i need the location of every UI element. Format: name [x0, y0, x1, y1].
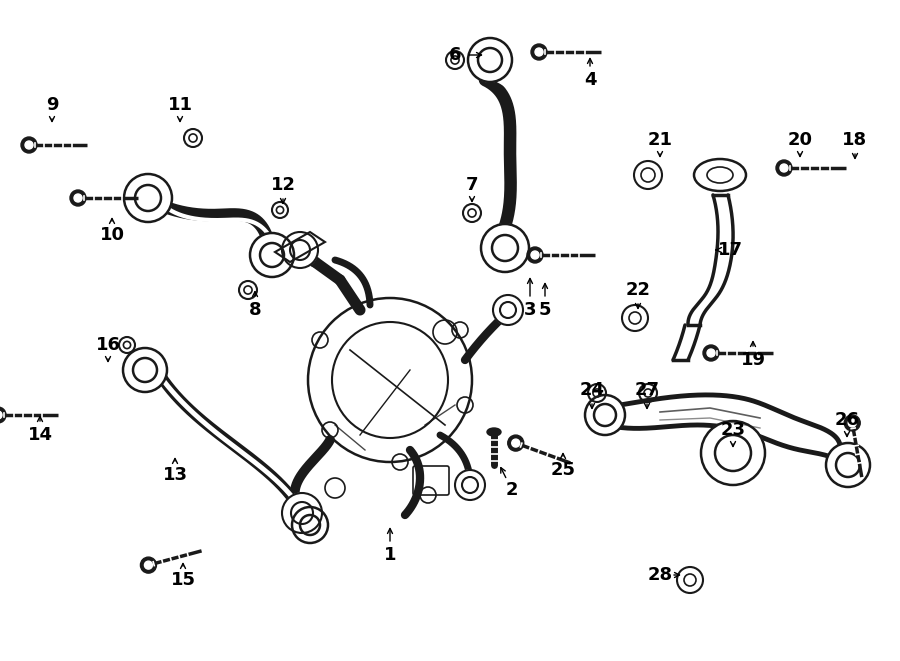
Circle shape: [527, 247, 543, 263]
Circle shape: [776, 160, 792, 176]
Circle shape: [74, 194, 82, 202]
Circle shape: [512, 439, 519, 447]
Text: 4: 4: [584, 71, 596, 89]
Circle shape: [282, 493, 322, 533]
Circle shape: [250, 233, 294, 277]
Text: 2: 2: [506, 481, 518, 499]
Text: 22: 22: [626, 281, 651, 299]
Circle shape: [531, 251, 539, 259]
Circle shape: [493, 295, 523, 325]
Text: 11: 11: [167, 96, 193, 114]
Text: 21: 21: [647, 131, 672, 149]
Circle shape: [780, 164, 788, 172]
Text: 19: 19: [741, 351, 766, 369]
Circle shape: [585, 395, 625, 435]
Circle shape: [455, 470, 485, 500]
Circle shape: [531, 44, 547, 60]
Circle shape: [508, 435, 524, 451]
Circle shape: [535, 48, 543, 56]
Text: 3: 3: [524, 301, 536, 319]
Text: 24: 24: [580, 381, 605, 399]
Text: 16: 16: [95, 336, 121, 354]
Circle shape: [826, 443, 870, 487]
Text: 17: 17: [717, 241, 742, 259]
Circle shape: [701, 421, 765, 485]
Circle shape: [124, 174, 172, 222]
Text: 25: 25: [551, 461, 575, 479]
Circle shape: [21, 137, 37, 153]
Circle shape: [278, 268, 502, 492]
Text: 10: 10: [100, 226, 124, 244]
Circle shape: [282, 232, 318, 268]
Ellipse shape: [487, 428, 501, 436]
Circle shape: [848, 419, 856, 427]
Text: 12: 12: [271, 176, 295, 194]
Text: 27: 27: [634, 381, 660, 399]
Text: 18: 18: [842, 131, 868, 149]
Text: 26: 26: [834, 411, 860, 429]
Text: 6: 6: [449, 46, 461, 64]
Text: 14: 14: [28, 426, 52, 444]
Circle shape: [70, 190, 86, 206]
Circle shape: [0, 411, 2, 419]
Circle shape: [844, 415, 860, 431]
Circle shape: [468, 38, 512, 82]
Circle shape: [144, 561, 152, 569]
Text: 9: 9: [46, 96, 58, 114]
Circle shape: [703, 345, 719, 361]
Circle shape: [123, 348, 167, 392]
Text: 13: 13: [163, 466, 187, 484]
Text: 1: 1: [383, 546, 396, 564]
Text: 8: 8: [248, 301, 261, 319]
Text: 23: 23: [721, 421, 745, 439]
Text: 5: 5: [539, 301, 551, 319]
Text: 15: 15: [170, 571, 195, 589]
Text: 28: 28: [647, 566, 672, 584]
Circle shape: [0, 407, 6, 423]
Circle shape: [292, 507, 328, 543]
Circle shape: [481, 224, 529, 272]
Circle shape: [707, 349, 715, 357]
Text: 7: 7: [466, 176, 478, 194]
Circle shape: [140, 557, 157, 573]
Circle shape: [25, 141, 33, 149]
Text: 20: 20: [788, 131, 813, 149]
